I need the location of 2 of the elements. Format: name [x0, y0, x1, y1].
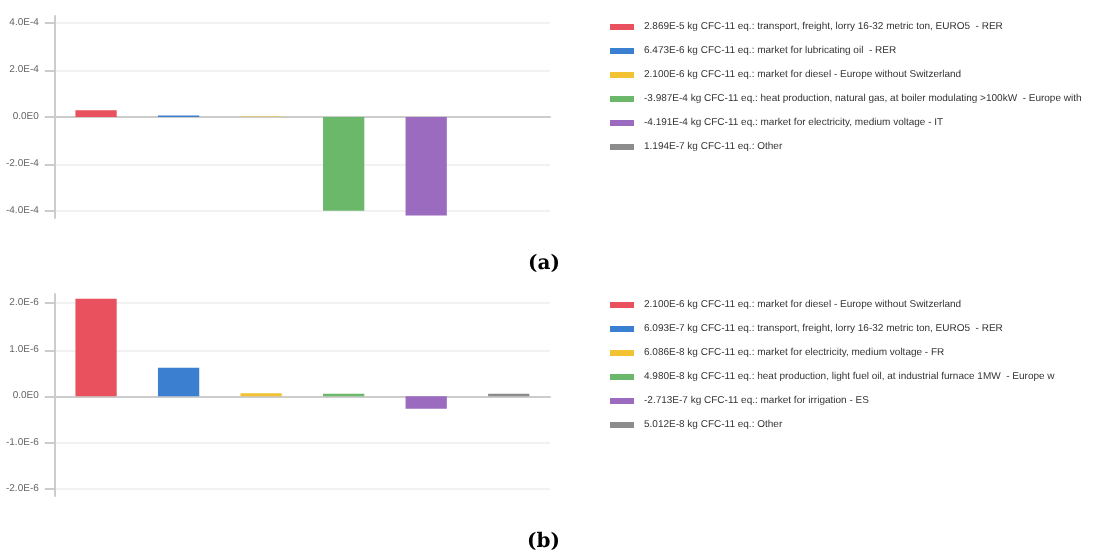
text: (a)	[528, 253, 561, 275]
text: (b)	[527, 531, 561, 553]
